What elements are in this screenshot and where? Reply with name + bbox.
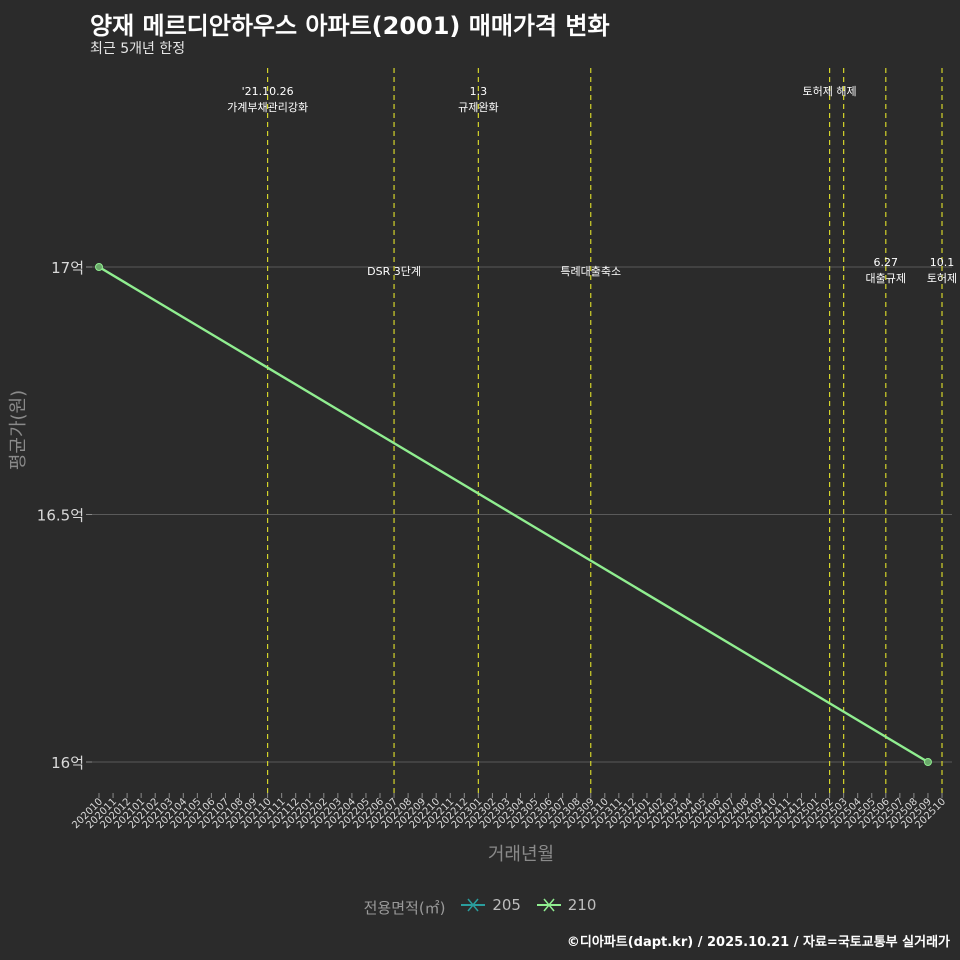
series-line-210: [98, 265, 929, 764]
event-label-202510-1: 토허제: [927, 272, 957, 285]
event-label-202506-0: 6.27: [874, 256, 899, 269]
legend: 전용면적(㎡) 205 210: [0, 896, 960, 918]
legend-item-210[interactable]: 210: [536, 896, 597, 914]
event-label-202301-1: 규제완화: [458, 101, 498, 114]
x-axis-label: 거래년월: [488, 844, 554, 865]
chart-title: 양재 메르디안하우스 아파트(2001) 매매가격 변화: [90, 12, 610, 40]
event-label-202502-0: 토허제 해제: [803, 84, 857, 98]
event-label-202110-1: 가계부채관리강화: [227, 101, 308, 114]
data-point-210-202010: [95, 263, 103, 271]
y-tick-label-1: 16.5억: [37, 507, 84, 525]
legend-swatch-205: [460, 897, 486, 913]
legend-item-205[interactable]: 205: [460, 896, 521, 914]
data-point-210-202509: [923, 758, 932, 766]
y-tick-label-0: 16억: [51, 754, 84, 772]
event-label-202506-1: 대출규제: [866, 272, 906, 285]
y-axis-label: 평균가(원): [8, 390, 29, 470]
event-label-202510-0: 10.1: [930, 256, 955, 269]
legend-label-205: 205: [492, 896, 521, 914]
legend-swatch-210: [536, 897, 562, 913]
legend-title: 전용면적(㎡): [363, 899, 446, 917]
source-caption: ©디아파트(dapt.kr) / 2025.10.21 / 자료=국토교통부 실…: [566, 935, 950, 950]
legend-label-210: 210: [567, 896, 597, 914]
event-label-202301-0: 1.3: [470, 85, 488, 98]
event-label-202110-0: '21.10.26: [242, 85, 294, 98]
chart-subtitle: 최근 5개년 한정: [90, 41, 186, 57]
event-label-202309-0: 특례대출축소: [560, 265, 621, 278]
y-tick-label-2: 17억: [51, 259, 84, 277]
event-label-202207-0: DSR 3단계: [367, 265, 421, 278]
